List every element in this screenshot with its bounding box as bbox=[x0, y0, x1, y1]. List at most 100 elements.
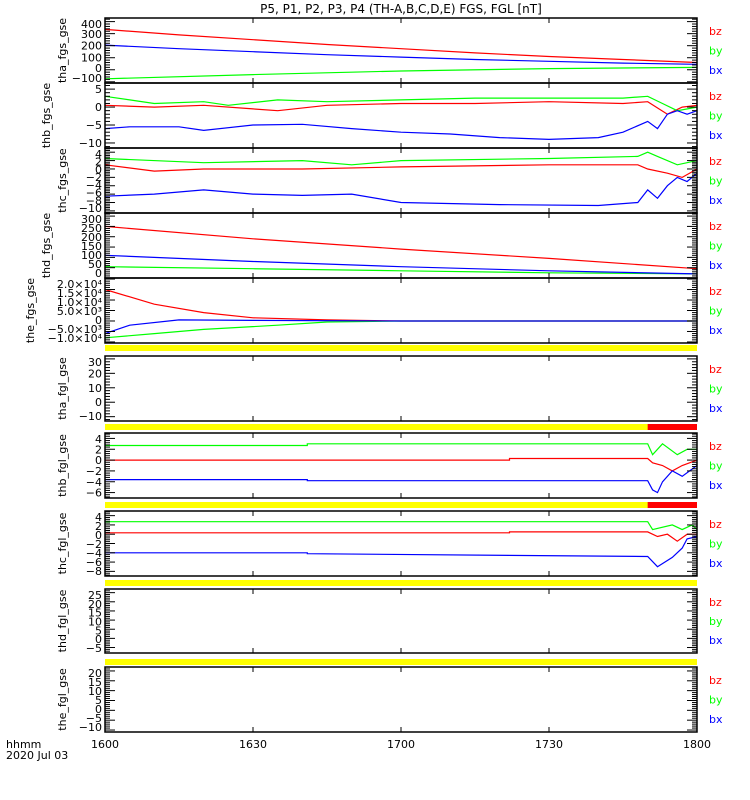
legend-by: by bbox=[709, 538, 723, 551]
y-tick-label: 250 bbox=[81, 222, 102, 235]
y-axis-label-the_fgs_gse: the_fgs_gse bbox=[24, 278, 37, 343]
y-tick-label: 20 bbox=[88, 367, 102, 380]
y-axis-label-thb_fgs_gse: thb_fgs_gse bbox=[40, 83, 53, 149]
y-tick-label: −5.0×10³ bbox=[48, 323, 102, 336]
y-axis-label-thc_fgl_gse: thc_fgl_gse bbox=[56, 512, 69, 574]
y-tick-label: −10 bbox=[79, 721, 102, 734]
series-bz-thb_fgs_gse bbox=[104, 101, 698, 115]
y-tick-label: −4 bbox=[86, 179, 102, 192]
status-bar-tha_fgl_gse bbox=[105, 345, 697, 351]
series-bz-thb_fgl_gse bbox=[105, 457, 698, 472]
y-tick-label: 0 bbox=[95, 529, 102, 542]
legend-bz: bz bbox=[709, 155, 722, 168]
series-by-thc_fgs_gse bbox=[104, 151, 698, 166]
series-bz-tha_fgs_gse bbox=[104, 28, 698, 64]
legend-bz: bz bbox=[709, 518, 722, 531]
legend-bz: bz bbox=[709, 25, 722, 38]
y-tick-label: −10 bbox=[79, 137, 102, 150]
x-tick-label: 1730 bbox=[535, 738, 563, 751]
legend-by: by bbox=[709, 110, 723, 123]
y-tick-label: 0 bbox=[95, 101, 102, 114]
y-tick-label: −10 bbox=[79, 410, 102, 423]
y-tick-label: 5 bbox=[95, 624, 102, 637]
panel-frame bbox=[104, 588, 698, 654]
y-tick-label: 5 bbox=[95, 83, 102, 96]
series-bz-thc_fgs_gse bbox=[104, 164, 698, 179]
y-tick-label: 5.0×10³ bbox=[57, 305, 102, 318]
legend-bz: bz bbox=[709, 285, 722, 298]
legend-bz: bz bbox=[709, 363, 722, 376]
panel-frame bbox=[104, 147, 698, 214]
y-tick-label: 4 bbox=[95, 511, 102, 524]
legend-by: by bbox=[709, 383, 723, 396]
legend-by: by bbox=[709, 694, 723, 707]
status-bar-flag-thc_fgl_gse bbox=[647, 502, 697, 508]
series-bz-the_fgs_gse bbox=[104, 288, 697, 322]
y-tick-label: 10 bbox=[88, 382, 102, 395]
y-tick-label: −6 bbox=[86, 556, 102, 569]
panel-thc_fgl_gse: 420−2−4−6−8 thc_fgl_gse bz by bx bbox=[56, 502, 723, 578]
legend-by: by bbox=[709, 305, 723, 318]
y-tick-label: 4 bbox=[95, 148, 102, 161]
x-axis-label-hhmm: hhmm bbox=[6, 738, 41, 751]
legend-bx: bx bbox=[709, 402, 723, 415]
y-tick-label: 20 bbox=[88, 598, 102, 611]
series-by-thc_fgl_gse bbox=[105, 521, 698, 531]
y-tick-label: −2 bbox=[86, 465, 102, 478]
panel-frame bbox=[104, 666, 698, 733]
y-tick-label: 2 bbox=[95, 156, 102, 169]
y-axis-label-thd_fgs_gse: thd_fgs_gse bbox=[40, 213, 53, 279]
y-tick-label: −10 bbox=[79, 202, 102, 215]
y-tick-label: −4 bbox=[86, 476, 102, 489]
y-tick-label: 20 bbox=[88, 667, 102, 680]
chart-title: P5, P1, P2, P3, P4 (TH-A,B,C,D,E) FGS, F… bbox=[260, 2, 542, 16]
legend-bx: bx bbox=[709, 259, 723, 272]
status-bar-flag-thb_fgl_gse bbox=[647, 424, 697, 430]
series-by-thb_fgl_gse bbox=[105, 442, 697, 456]
legend-bx: bx bbox=[709, 64, 723, 77]
x-tick-label: 1800 bbox=[683, 738, 711, 751]
legend-bx: bx bbox=[709, 129, 723, 142]
x-tick-label: 1600 bbox=[91, 738, 119, 751]
y-tick-label: 0 bbox=[95, 454, 102, 467]
series-bz-thd_fgs_gse bbox=[104, 225, 698, 270]
y-tick-label: 10 bbox=[88, 616, 102, 629]
x-tick-label: 1630 bbox=[239, 738, 267, 751]
series-bx-thd_fgs_gse bbox=[104, 254, 698, 275]
legend-by: by bbox=[709, 45, 723, 58]
panel-frame bbox=[104, 17, 698, 84]
series-bx-thb_fgl_gse bbox=[105, 465, 698, 494]
y-tick-label: −100 bbox=[72, 72, 102, 85]
y-tick-label: 2.0×10⁴ bbox=[57, 278, 103, 291]
panel-thb_fgl_gse: 420−2−4−6 thb_fgl_gse bz by bx bbox=[56, 424, 723, 500]
legend-by: by bbox=[709, 240, 723, 253]
legend-bz: bz bbox=[709, 674, 722, 687]
y-tick-label: 0 bbox=[95, 314, 102, 327]
legend-bz: bz bbox=[709, 596, 722, 609]
y-tick-label: 30 bbox=[88, 356, 102, 369]
status-bar-the_fgl_gse bbox=[105, 659, 697, 665]
y-tick-label: −8 bbox=[86, 194, 102, 207]
y-axis-label-tha_fgl_gse: tha_fgl_gse bbox=[56, 357, 69, 420]
y-tick-label: −2 bbox=[86, 538, 102, 551]
y-tick-label: 2 bbox=[95, 443, 102, 456]
panel-frame bbox=[104, 510, 698, 577]
y-tick-label: 4 bbox=[95, 433, 102, 446]
legend-bx: bx bbox=[709, 713, 723, 726]
y-axis-label-thc_fgs_gse: thc_fgs_gse bbox=[56, 148, 69, 213]
y-axis-label-tha_fgs_gse: tha_fgs_gse bbox=[56, 18, 69, 83]
y-tick-label: 1.0×10⁴ bbox=[57, 296, 103, 309]
legend-bz: bz bbox=[709, 220, 722, 233]
y-tick-label: 0 bbox=[95, 633, 102, 646]
panel-thb_fgs_gse: 5 0 −5 −10 thb_fgs_gse bz by bx bbox=[40, 82, 723, 150]
series-bx-the_fgs_gse bbox=[104, 319, 697, 335]
y-axis-label-thd_fgl_gse: thd_fgl_gse bbox=[56, 589, 69, 652]
y-tick-label: 0 bbox=[95, 163, 102, 176]
y-tick-label: 200 bbox=[81, 40, 102, 53]
x-axis-label-date: 2020 Jul 03 bbox=[6, 749, 68, 762]
legend-bx: bx bbox=[709, 634, 723, 647]
series-by-thd_fgs_gse bbox=[104, 266, 698, 275]
y-tick-label: 150 bbox=[81, 240, 102, 253]
